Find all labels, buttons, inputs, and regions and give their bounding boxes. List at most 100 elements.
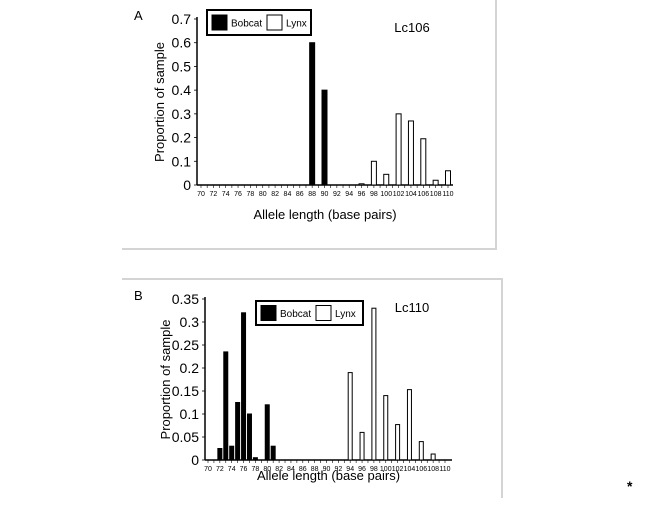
x-tick-label: 80	[263, 466, 271, 473]
y-tick-label: 0.1	[172, 153, 192, 169]
panel-a-lc106-chart: A Lc106 0 0.1 0.2 0.3 0.4 0.5 0.6 0.7 70 72 74 76 78 80…	[122, 0, 497, 250]
x-tick-label: 78	[252, 466, 260, 473]
bar	[217, 448, 223, 461]
bar	[264, 404, 270, 461]
bar	[420, 138, 427, 186]
x-tick-label: 84	[284, 191, 292, 198]
bar	[445, 170, 451, 186]
legend-label-lynx: Lynx	[286, 19, 307, 30]
y-tick-label: 0.3	[172, 106, 192, 122]
legend: Bobcat Lynx	[255, 300, 364, 326]
bar	[418, 441, 424, 461]
x-tick-label: 104	[405, 191, 417, 198]
x-tick-label: 106	[417, 191, 429, 198]
bar	[432, 179, 439, 186]
bar	[321, 89, 328, 186]
y-tick-label: 0.3	[180, 314, 200, 330]
bar	[395, 424, 401, 461]
y-tick-label: 0	[183, 177, 191, 193]
bar	[383, 173, 390, 186]
x-tick-label: 72	[216, 466, 224, 473]
x-tick-label: 94	[346, 466, 354, 473]
x-tick-label: 88	[311, 466, 319, 473]
legend-label-bobcat: Bobcat	[280, 309, 311, 320]
x-axis-label: Allele length (base pairs)	[253, 207, 396, 222]
y-tick-label: 0	[191, 452, 199, 468]
bar	[229, 445, 235, 461]
panel-label: B	[134, 288, 143, 303]
x-tick-label: 74	[228, 466, 236, 473]
x-tick-label: 110	[442, 191, 453, 198]
bar	[223, 351, 229, 461]
x-tick-label: 70	[204, 466, 212, 473]
series-lynx	[358, 113, 451, 186]
bar	[407, 120, 414, 186]
x-tick-label: 90	[321, 191, 329, 198]
legend-swatch-bobcat	[211, 14, 228, 31]
legend-swatch-lynx	[266, 14, 283, 31]
y-tick-label: 0.2	[172, 130, 192, 146]
x-tick-label: 88	[308, 191, 316, 198]
x-tick-label: 72	[209, 191, 217, 198]
x-tick-label: 86	[299, 466, 307, 473]
y-tick-label: 0.05	[172, 429, 199, 445]
bar	[383, 395, 389, 461]
bar	[309, 42, 316, 186]
x-tick-label: 84	[287, 466, 295, 473]
y-tick-label: 0.2	[180, 360, 200, 376]
series-lynx	[347, 307, 436, 461]
x-tick-label: 98	[370, 466, 378, 473]
x-tick-label: 102	[393, 191, 405, 198]
x-tick-label: 98	[370, 191, 378, 198]
series-bobcat	[309, 42, 328, 186]
x-axis-label: Allele length (base pairs)	[257, 468, 400, 483]
bar	[371, 307, 377, 461]
bar	[395, 113, 402, 186]
bar	[241, 312, 247, 461]
y-tick-label: 0.7	[172, 11, 192, 27]
legend-swatch-bobcat	[260, 305, 277, 321]
x-tick-label: 100	[380, 191, 392, 198]
y-tick-label: 0.5	[172, 58, 192, 74]
x-tick-label: 102	[392, 466, 404, 473]
y-axis-label: Proportion of sample	[158, 320, 173, 440]
bar	[358, 183, 365, 186]
y-tick-label: 0.1	[180, 406, 200, 422]
legend-label-lynx: Lynx	[335, 309, 356, 320]
x-tick-label: 92	[333, 191, 341, 198]
legend: Bobcat Lynx	[206, 9, 312, 36]
panel-label: A	[134, 8, 143, 23]
bar	[235, 402, 241, 461]
bar	[406, 389, 412, 461]
x-tick-label: 76	[240, 466, 248, 473]
x-tick-label: 82	[275, 466, 283, 473]
x-tick-label: 108	[427, 466, 439, 473]
y-tick-label: 0.25	[172, 337, 199, 353]
chart-title: Lc110	[395, 300, 429, 315]
x-tick-label: 76	[234, 191, 242, 198]
x-tick-label: 108	[430, 191, 442, 198]
x-tick-label: 110	[439, 466, 450, 473]
x-tick-label: 96	[358, 466, 366, 473]
bar	[246, 413, 252, 461]
x-tick-label: 86	[296, 191, 304, 198]
x-tick-label: 70	[197, 191, 205, 198]
y-tick-label: 0.6	[172, 35, 192, 51]
lc106-chart-svg: A Lc106 0 0.1 0.2 0.3 0.4 0.5 0.6 0.7 70 72 74 76 78 80…	[134, 8, 454, 222]
panel-b-lc110-chart: B Lc110 0 0.05 0.1 0.15 0.2 0.25 0.3 0.35 70 72 74 76…	[122, 278, 503, 498]
bar	[270, 445, 276, 461]
x-tick-label: 106	[415, 466, 427, 473]
bar	[347, 372, 353, 461]
y-axis-label: Proportion of sample	[152, 42, 167, 162]
x-tick-label: 80	[259, 191, 267, 198]
chart-title: Lc106	[394, 20, 429, 35]
x-tick-label: 104	[404, 466, 416, 473]
y-tick-label: 0.4	[172, 82, 192, 98]
x-tick-label: 100	[380, 466, 392, 473]
x-tick-label: 90	[323, 466, 331, 473]
bar	[359, 431, 365, 461]
x-tick-label: 74	[222, 191, 230, 198]
x-tick-label: 94	[345, 191, 353, 198]
bar	[430, 453, 436, 461]
series-bobcat	[217, 312, 276, 461]
